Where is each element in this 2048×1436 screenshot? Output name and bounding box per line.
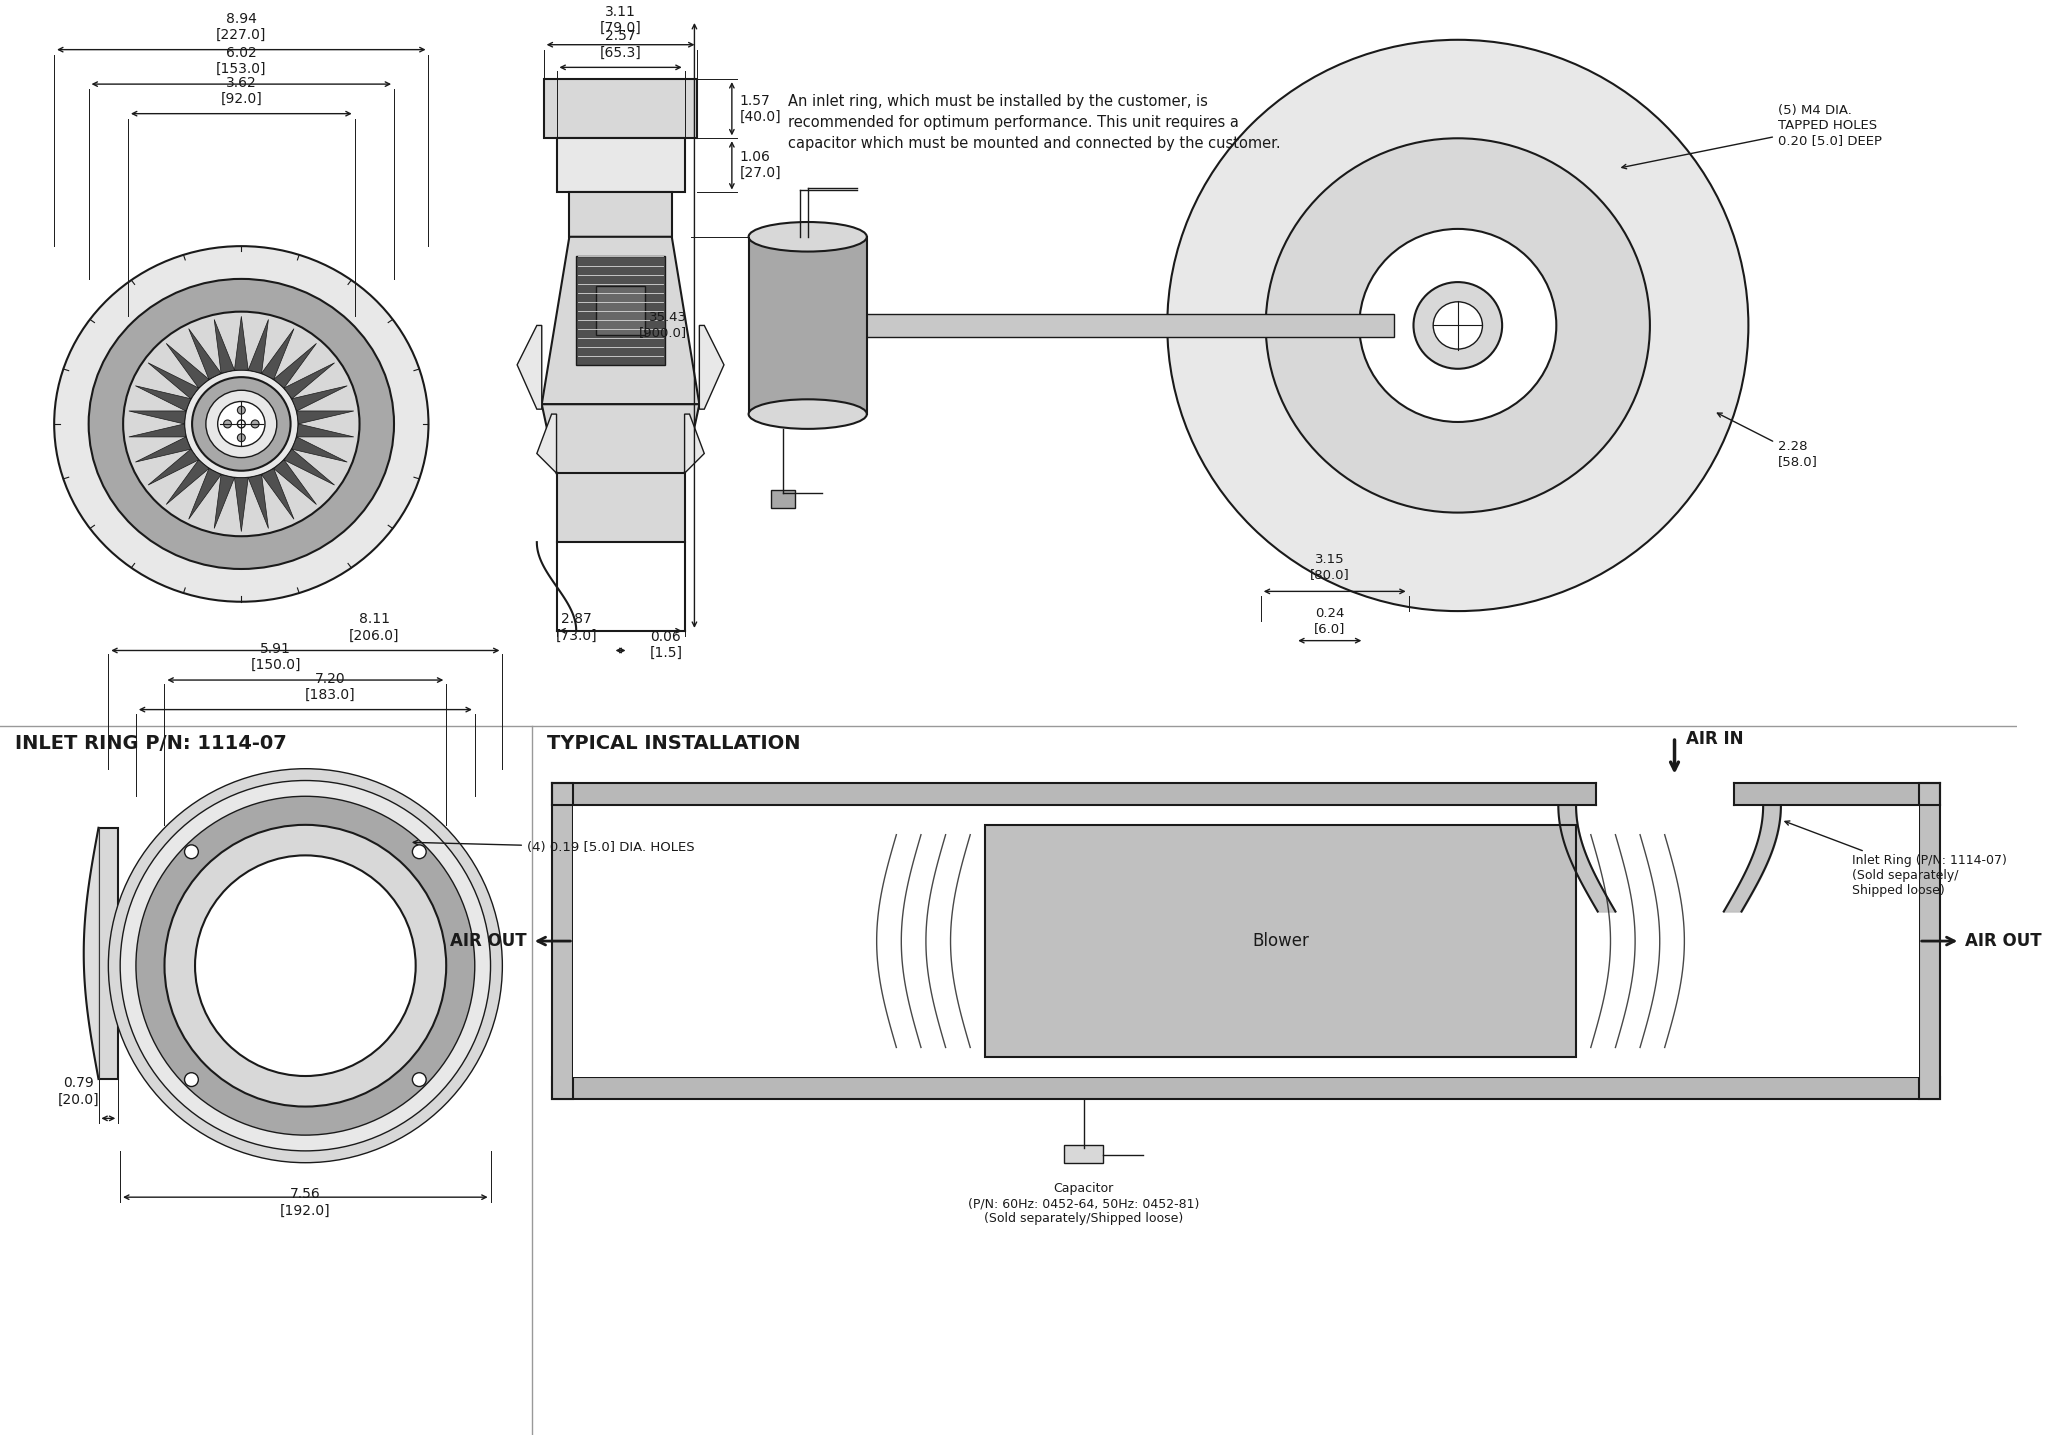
- Ellipse shape: [164, 824, 446, 1107]
- Polygon shape: [233, 478, 248, 531]
- Bar: [1919, 784, 1939, 1099]
- Text: 1.57
[40.0]: 1.57 [40.0]: [739, 93, 782, 123]
- Text: Inlet Ring (P/N: 1114-07)
(Sold separately/
Shipped loose): Inlet Ring (P/N: 1114-07) (Sold separate…: [1786, 821, 2007, 898]
- Text: Blower: Blower: [1251, 932, 1309, 951]
- Polygon shape: [248, 475, 268, 528]
- Bar: [573, 806, 1919, 1077]
- Text: 2.28
[58.0]: 2.28 [58.0]: [1718, 414, 1819, 468]
- Polygon shape: [698, 326, 725, 409]
- Bar: [551, 1077, 1939, 1099]
- Text: Capacitor
(P/N: 60Hz: 0452-64, 50Hz: 0452-81)
(Sold separately/Shipped loose): Capacitor (P/N: 60Hz: 0452-64, 50Hz: 045…: [969, 1182, 1200, 1225]
- Polygon shape: [543, 405, 698, 474]
- Text: 3.15
[80.0]: 3.15 [80.0]: [1311, 553, 1350, 580]
- Text: 1.06
[27.0]: 1.06 [27.0]: [739, 149, 782, 180]
- Text: (4) 0.19 [5.0] DIA. HOLES: (4) 0.19 [5.0] DIA. HOLES: [414, 840, 694, 854]
- Bar: [575, 257, 666, 365]
- Text: 0.24
[6.0]: 0.24 [6.0]: [1315, 607, 1346, 635]
- Text: 8.11
[206.0]: 8.11 [206.0]: [348, 612, 399, 643]
- Polygon shape: [233, 316, 248, 370]
- Ellipse shape: [1360, 228, 1556, 422]
- Circle shape: [412, 1073, 426, 1087]
- Polygon shape: [84, 827, 98, 1078]
- Bar: [557, 474, 684, 543]
- Bar: [98, 827, 119, 1078]
- Polygon shape: [293, 386, 348, 411]
- Text: TYPICAL INSTALLATION: TYPICAL INSTALLATION: [547, 734, 801, 754]
- Polygon shape: [166, 343, 209, 388]
- Polygon shape: [188, 468, 221, 520]
- Polygon shape: [147, 449, 199, 485]
- Text: 3.62
[92.0]: 3.62 [92.0]: [221, 76, 262, 106]
- Polygon shape: [129, 411, 186, 424]
- Polygon shape: [297, 424, 354, 437]
- Circle shape: [412, 844, 426, 859]
- Text: AIR IN: AIR IN: [1686, 729, 1743, 748]
- Polygon shape: [248, 319, 268, 373]
- Ellipse shape: [1167, 40, 1749, 612]
- Text: An inlet ring, which must be installed by the customer, is
recommended for optim: An inlet ring, which must be installed b…: [788, 93, 1280, 151]
- Ellipse shape: [217, 402, 264, 447]
- Text: INLET RING P/N: 1114-07: INLET RING P/N: 1114-07: [14, 734, 287, 754]
- Polygon shape: [129, 424, 186, 437]
- Polygon shape: [215, 475, 233, 528]
- Circle shape: [223, 419, 231, 428]
- Polygon shape: [293, 437, 348, 462]
- Text: (5) M4 DIA.
TAPPED HOLES
0.20 [5.0] DEEP: (5) M4 DIA. TAPPED HOLES 0.20 [5.0] DEEP: [1622, 103, 1882, 169]
- Text: 0.79
[20.0]: 0.79 [20.0]: [57, 1077, 100, 1107]
- Circle shape: [184, 844, 199, 859]
- Text: 7.20
[183.0]: 7.20 [183.0]: [305, 672, 354, 702]
- Polygon shape: [166, 460, 209, 504]
- Ellipse shape: [207, 391, 276, 458]
- Bar: [551, 784, 573, 1099]
- Ellipse shape: [123, 312, 360, 536]
- Circle shape: [238, 434, 246, 442]
- Ellipse shape: [1434, 302, 1483, 349]
- Polygon shape: [262, 468, 295, 520]
- Text: 7.56
[192.0]: 7.56 [192.0]: [281, 1188, 330, 1218]
- Bar: [750, 237, 866, 414]
- Bar: [772, 490, 795, 508]
- Polygon shape: [518, 326, 543, 409]
- Bar: [596, 286, 645, 335]
- Polygon shape: [684, 414, 705, 474]
- Polygon shape: [543, 237, 698, 405]
- Polygon shape: [285, 363, 334, 399]
- Circle shape: [252, 419, 258, 428]
- Bar: [985, 824, 1577, 1057]
- Bar: [569, 192, 672, 237]
- Polygon shape: [135, 386, 190, 411]
- Polygon shape: [537, 414, 557, 474]
- Polygon shape: [215, 319, 233, 373]
- Ellipse shape: [109, 768, 502, 1163]
- Ellipse shape: [135, 797, 475, 1134]
- Polygon shape: [188, 329, 221, 379]
- Bar: [557, 138, 684, 192]
- Polygon shape: [262, 329, 295, 379]
- Ellipse shape: [750, 399, 866, 429]
- Polygon shape: [274, 343, 317, 388]
- Polygon shape: [285, 449, 334, 485]
- Ellipse shape: [53, 246, 428, 602]
- Text: 2.57
[65.3]: 2.57 [65.3]: [600, 29, 641, 59]
- Ellipse shape: [193, 378, 291, 471]
- Polygon shape: [135, 437, 190, 462]
- Ellipse shape: [184, 369, 299, 478]
- Circle shape: [238, 419, 246, 428]
- Ellipse shape: [1266, 138, 1651, 513]
- Ellipse shape: [195, 856, 416, 1076]
- Text: 0.06
[1.5]: 0.06 [1.5]: [649, 630, 684, 661]
- Polygon shape: [297, 411, 354, 424]
- Circle shape: [238, 406, 246, 414]
- Text: 6.02
[153.0]: 6.02 [153.0]: [217, 46, 266, 76]
- Polygon shape: [274, 460, 317, 504]
- Ellipse shape: [1413, 281, 1501, 369]
- Text: 2.87
[73.0]: 2.87 [73.0]: [555, 612, 598, 643]
- Polygon shape: [147, 363, 199, 399]
- Text: AIR OUT: AIR OUT: [1966, 932, 2042, 951]
- Ellipse shape: [121, 781, 492, 1150]
- Text: AIR OUT: AIR OUT: [451, 932, 526, 951]
- Text: 8.94
[227.0]: 8.94 [227.0]: [217, 11, 266, 42]
- Bar: [856, 313, 1395, 337]
- Text: 35.43
[900.0]: 35.43 [900.0]: [639, 312, 686, 339]
- Text: 3.11
[79.0]: 3.11 [79.0]: [600, 4, 641, 34]
